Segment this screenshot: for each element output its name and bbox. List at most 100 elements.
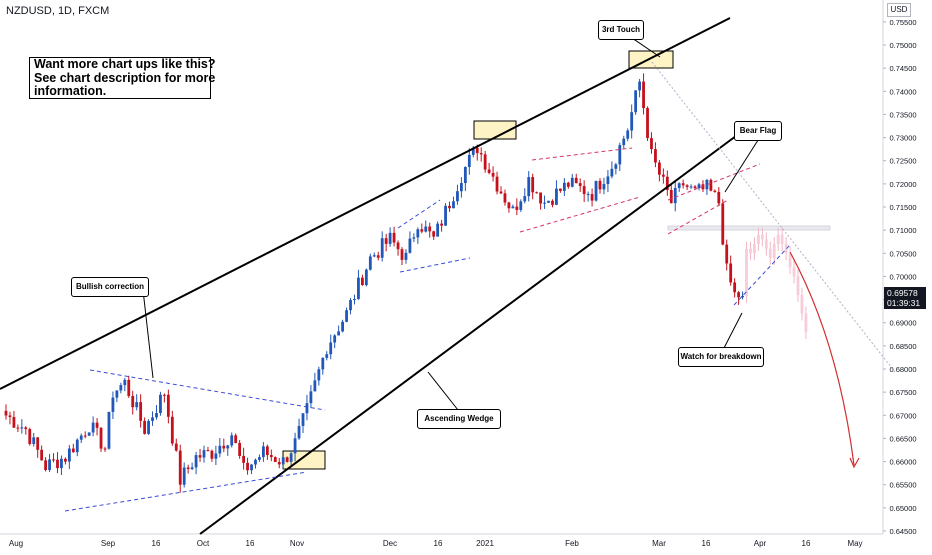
candles xyxy=(4,73,744,493)
candle-body xyxy=(159,394,162,414)
price-tick-label: 0.65000 xyxy=(889,504,916,513)
ghost-candle-body xyxy=(792,267,796,277)
candle-body xyxy=(471,147,475,155)
candle-body xyxy=(8,415,12,417)
candle-body xyxy=(642,81,645,109)
candle-body xyxy=(186,467,190,470)
price-tick-label: 0.70500 xyxy=(889,249,916,258)
candle-body xyxy=(234,435,238,443)
candle-body xyxy=(626,130,630,139)
candle-body xyxy=(515,206,519,210)
time-tick-label: 16 xyxy=(702,539,711,548)
currency-selector[interactable]: USD xyxy=(887,3,911,17)
candle-body xyxy=(622,138,626,146)
candle-body xyxy=(246,462,249,471)
candle-body xyxy=(24,427,28,430)
candle-body xyxy=(36,437,40,450)
candle-body xyxy=(713,190,717,192)
candle-body xyxy=(317,369,321,381)
price-tick-label: 0.68000 xyxy=(889,365,916,374)
candle-body xyxy=(428,226,432,232)
candle-body xyxy=(400,249,404,260)
candle-body xyxy=(269,455,273,458)
candle-body xyxy=(709,179,713,191)
time-tick-label: 2021 xyxy=(476,539,494,548)
ghost-candle-body xyxy=(749,248,752,254)
candle-body xyxy=(416,229,420,238)
candle-body xyxy=(357,277,360,300)
candle-body xyxy=(44,460,47,470)
candle-body xyxy=(733,282,737,293)
candle-body xyxy=(452,201,455,209)
time-tick-label: 16 xyxy=(802,539,811,548)
candle-body xyxy=(491,172,495,177)
price-tick-label: 0.66500 xyxy=(889,434,916,443)
candle-body xyxy=(392,232,396,243)
candle-body xyxy=(309,391,313,404)
bear-flag-lower xyxy=(667,199,729,235)
candle-body xyxy=(507,202,511,209)
candle-body xyxy=(87,432,91,436)
candle-body xyxy=(273,457,277,463)
candle-body xyxy=(277,462,281,465)
candle-body xyxy=(222,445,226,449)
price-axis: 0.75500 0.75000 0.74500 0.74000 0.73500 0.730… xyxy=(883,18,917,536)
price-tick-label: 0.70000 xyxy=(889,272,916,281)
wedge-upper-line xyxy=(0,17,731,390)
candle-body xyxy=(614,164,618,169)
candle-body xyxy=(194,455,198,468)
candle-body xyxy=(737,292,740,298)
candle-body xyxy=(163,394,166,396)
candle-body xyxy=(67,448,71,462)
time-tick-label: 16 xyxy=(434,539,443,548)
correction-upper-line xyxy=(89,369,326,411)
candle-body xyxy=(262,446,265,458)
leader-bear-flag xyxy=(724,136,761,193)
candle-body xyxy=(467,154,471,168)
candle-body xyxy=(574,177,578,184)
candle-body xyxy=(60,458,63,469)
candle-body xyxy=(345,310,348,322)
candle-body xyxy=(725,244,729,264)
candle-body xyxy=(226,445,230,449)
candle-body xyxy=(182,467,186,485)
candle-body xyxy=(634,90,638,113)
touch-box-1 xyxy=(473,120,517,140)
price-tick-label: 0.71000 xyxy=(889,226,916,235)
candle-body xyxy=(174,443,178,451)
candle-body xyxy=(293,438,297,454)
price-tick-label: 0.75000 xyxy=(889,41,916,50)
candle-body xyxy=(99,427,103,449)
symbol-label[interactable]: NZDUSD, 1D, FXCM xyxy=(6,5,110,17)
candle-body xyxy=(301,413,305,426)
price-tick-label: 0.66000 xyxy=(889,458,916,467)
candle-body xyxy=(578,183,582,187)
projection-arrowhead xyxy=(849,457,860,469)
candle-body xyxy=(412,237,416,239)
candle-body xyxy=(380,238,384,258)
candle-body xyxy=(178,450,182,485)
candle-body xyxy=(151,417,154,421)
ghost-candle-body xyxy=(788,253,792,268)
candle-body xyxy=(111,397,115,412)
candle-body xyxy=(594,180,598,201)
candle-body xyxy=(115,390,119,398)
leader-wedge xyxy=(427,371,459,411)
leader-third-touch xyxy=(631,37,661,58)
time-tick-label: Nov xyxy=(290,539,304,548)
promo-line-3: information. xyxy=(34,84,107,98)
candle-body xyxy=(297,425,301,439)
candle-body xyxy=(673,188,677,204)
dec-channel-lower xyxy=(399,257,471,273)
candle-body xyxy=(218,445,222,454)
correction-lower-line xyxy=(64,471,308,512)
candle-body xyxy=(289,453,293,462)
candle-body xyxy=(95,422,99,428)
candle-body xyxy=(693,186,697,189)
candle-body xyxy=(448,205,451,209)
time-tick-label: Feb xyxy=(565,539,579,548)
ghost-candle-body xyxy=(764,239,768,249)
touch-box-3 xyxy=(282,450,326,470)
time-tick-label: Oct xyxy=(197,539,210,548)
